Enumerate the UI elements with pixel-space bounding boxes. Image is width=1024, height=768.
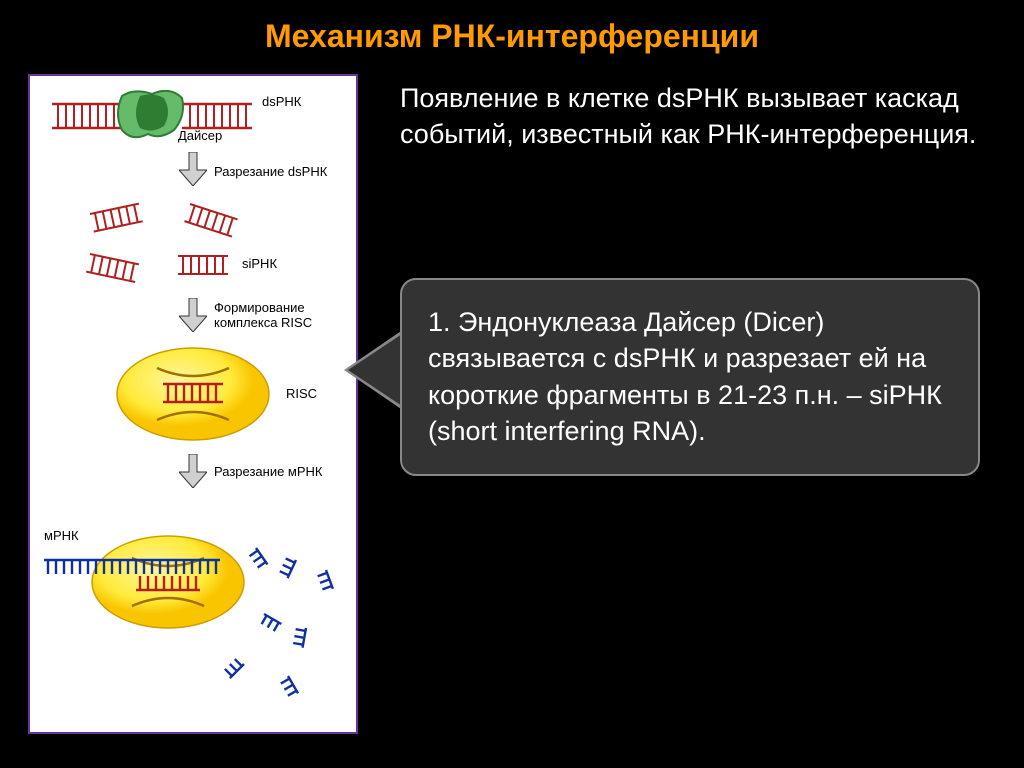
label-step-risc: Формирование комплекса RISC (214, 300, 356, 330)
label-dicer: Дайсер (178, 128, 222, 143)
callout-box: 1. Эндонуклеаза Дайсер (Dicer) связывает… (400, 278, 980, 476)
mrna-cleavage (40, 504, 352, 729)
label-step-mrna-cut: Разрезание мРНК (214, 464, 323, 479)
diagram-panel: dsРНК Дайсер Разрезание dsРНК (28, 74, 358, 734)
page-title: Механизм РНК-интерференции (0, 18, 1024, 55)
callout-tail (348, 330, 408, 410)
intro-text: Появление в клетке dsРНК вызывает каскад… (400, 80, 980, 153)
arrow-icon (179, 454, 207, 488)
label-step-cut: Разрезание dsРНК (214, 164, 327, 179)
sirna-fragments (60, 194, 330, 299)
label-sirna: siРНК (242, 256, 277, 271)
label-risc: RISC (286, 386, 317, 401)
arrow-icon (179, 298, 207, 332)
label-dsrna: dsРНК (262, 94, 301, 109)
callout-text: 1. Эндонуклеаза Дайсер (Dicer) связывает… (428, 304, 952, 450)
risc-complex (113, 344, 273, 449)
arrow-icon (179, 152, 207, 186)
